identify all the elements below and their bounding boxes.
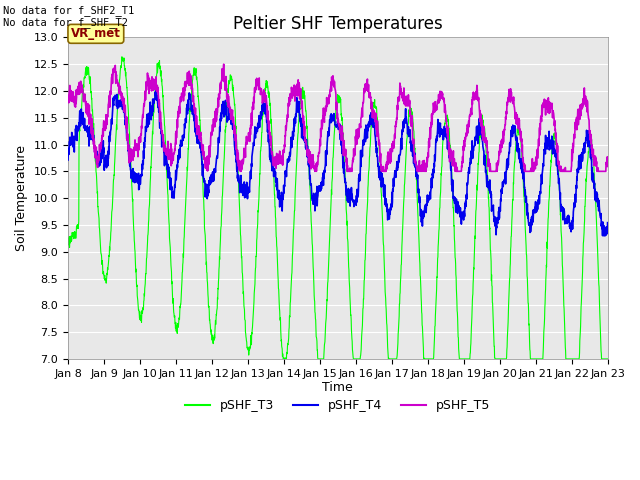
pSHF_T3 bbox=[572, 356, 579, 362]
pSHF_T4 bbox=[365, 119, 373, 125]
pSHF_T3 bbox=[215, 276, 223, 281]
Text: No data for f_SHF2_T1
No data for f_SHF_T2: No data for f_SHF2_T1 No data for f_SHF_… bbox=[3, 5, 134, 28]
pSHF_T3 bbox=[365, 155, 373, 160]
Title: Peltier SHF Temperatures: Peltier SHF Temperatures bbox=[233, 15, 443, 33]
pSHF_T3 bbox=[354, 356, 362, 362]
pSHF_T4 bbox=[64, 157, 72, 163]
pSHF_T4 bbox=[572, 192, 579, 198]
pSHF_T4 bbox=[353, 195, 361, 201]
pSHF_T3 bbox=[604, 356, 611, 362]
pSHF_T4 bbox=[152, 87, 160, 93]
pSHF_T3 bbox=[279, 356, 287, 362]
pSHF_T4 bbox=[556, 196, 564, 202]
pSHF_T4 bbox=[604, 220, 611, 226]
Text: VR_met: VR_met bbox=[71, 27, 121, 40]
Y-axis label: Soil Temperature: Soil Temperature bbox=[15, 145, 28, 251]
Legend: pSHF_T3, pSHF_T4, pSHF_T5: pSHF_T3, pSHF_T4, pSHF_T5 bbox=[180, 394, 495, 417]
pSHF_T4 bbox=[495, 208, 502, 214]
pSHF_T3 bbox=[64, 241, 72, 247]
pSHF_T5 bbox=[214, 104, 222, 109]
pSHF_T5 bbox=[237, 168, 244, 174]
pSHF_T4 bbox=[599, 233, 607, 239]
Line: pSHF_T4: pSHF_T4 bbox=[68, 90, 607, 236]
pSHF_T5 bbox=[354, 135, 362, 141]
pSHF_T5 bbox=[557, 168, 564, 174]
pSHF_T5 bbox=[365, 95, 373, 101]
pSHF_T5 bbox=[572, 119, 579, 125]
pSHF_T3 bbox=[495, 356, 502, 362]
X-axis label: Time: Time bbox=[323, 382, 353, 395]
Line: pSHF_T3: pSHF_T3 bbox=[68, 57, 607, 359]
pSHF_T5 bbox=[495, 154, 502, 159]
pSHF_T3 bbox=[118, 54, 126, 60]
Line: pSHF_T5: pSHF_T5 bbox=[68, 64, 607, 171]
pSHF_T4 bbox=[215, 140, 223, 146]
pSHF_T5 bbox=[604, 164, 611, 169]
pSHF_T5 bbox=[220, 61, 228, 67]
pSHF_T3 bbox=[557, 212, 564, 218]
pSHF_T5 bbox=[64, 99, 72, 105]
